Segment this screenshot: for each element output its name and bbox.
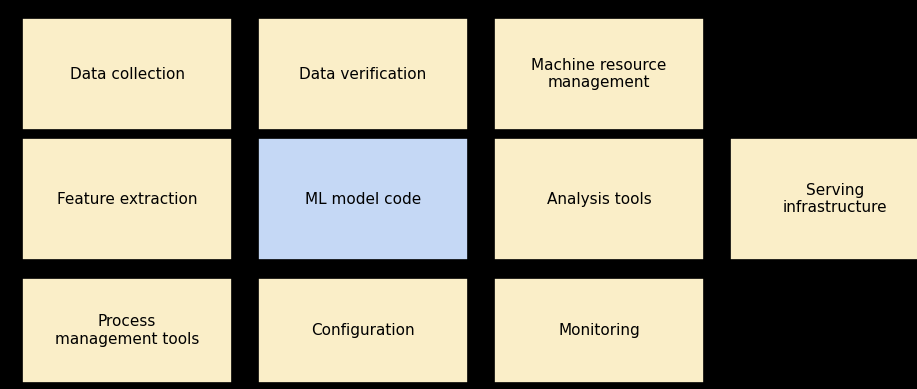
Text: Analysis tools: Analysis tools <box>547 191 651 207</box>
Text: Data verification: Data verification <box>299 67 426 82</box>
Text: Process
management tools: Process management tools <box>55 314 199 347</box>
FancyBboxPatch shape <box>730 138 917 260</box>
FancyBboxPatch shape <box>22 138 232 260</box>
FancyBboxPatch shape <box>494 138 704 260</box>
FancyBboxPatch shape <box>258 278 468 383</box>
Text: Data collection: Data collection <box>70 67 184 82</box>
FancyBboxPatch shape <box>22 18 232 130</box>
FancyBboxPatch shape <box>258 18 468 130</box>
Text: Configuration: Configuration <box>311 323 414 338</box>
FancyBboxPatch shape <box>22 278 232 383</box>
Text: Machine resource
management: Machine resource management <box>531 58 667 90</box>
Text: Serving
infrastructure: Serving infrastructure <box>783 183 888 215</box>
FancyBboxPatch shape <box>494 18 704 130</box>
FancyBboxPatch shape <box>258 138 468 260</box>
Text: Feature extraction: Feature extraction <box>57 191 197 207</box>
Text: ML model code: ML model code <box>304 191 421 207</box>
FancyBboxPatch shape <box>494 278 704 383</box>
Text: Monitoring: Monitoring <box>558 323 640 338</box>
